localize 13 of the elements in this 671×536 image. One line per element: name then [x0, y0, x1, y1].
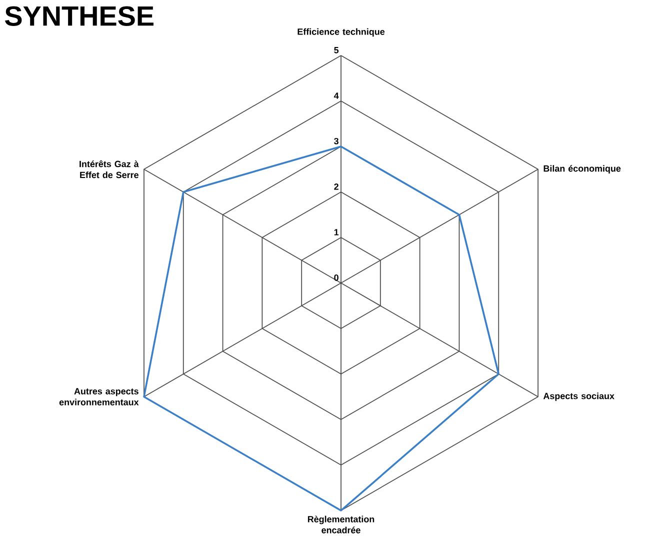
- spoke-label: Bilan économique: [544, 165, 621, 174]
- spoke-label: Autres aspects environnementaux: [59, 388, 139, 406]
- spoke-label: Aspects sociaux: [543, 392, 614, 401]
- y-tick-label: 3: [334, 138, 338, 144]
- y-tick-label: 1: [334, 229, 339, 236]
- spoke-label: Intérêts Gaz à Effet de Serre: [80, 160, 139, 178]
- y-tick-label: 4: [334, 92, 339, 99]
- spoke-label: Efficience technique: [298, 28, 385, 37]
- y-tick-label: 2: [334, 184, 338, 190]
- chart-title: SYNTHESE: [4, 6, 154, 26]
- y-tick-label: 5: [334, 47, 339, 54]
- y-tick-label: 0: [334, 274, 338, 281]
- spoke-label: Règlementation encadrée: [308, 516, 374, 534]
